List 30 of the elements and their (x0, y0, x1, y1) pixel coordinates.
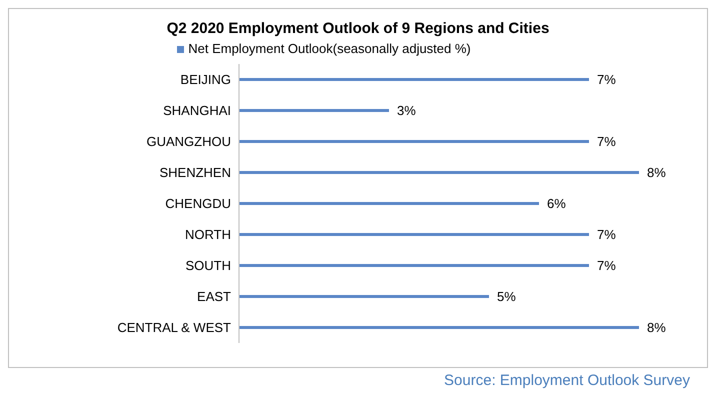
y-tick-label: SHENZHEN (159, 165, 231, 180)
bar (239, 202, 539, 206)
data-label: 7% (597, 134, 616, 150)
data-label: 7% (597, 72, 616, 88)
bar (239, 140, 589, 144)
data-label: 5% (497, 289, 516, 304)
bar (239, 232, 589, 236)
bar (239, 294, 489, 298)
bar (239, 264, 589, 268)
data-label: 8% (647, 320, 666, 336)
chart-title: Q2 2020 Employment Outlook of 9 Regions and Cities (166, 20, 550, 37)
y-tick-label: NORTH (185, 227, 231, 242)
y-tick-label: CHENGDU (165, 196, 231, 212)
bar (239, 108, 389, 112)
data-label: 3% (397, 103, 416, 118)
y-tick-label: SHANGHAI (163, 103, 231, 118)
bar (239, 78, 589, 82)
y-tick-label: GUANGZHOU (146, 134, 231, 150)
data-label: 8% (647, 165, 666, 180)
y-tick-label: EAST (197, 289, 232, 304)
data-label: 6% (547, 196, 566, 212)
legend-label: Net Employment Outlook(seasonally adjusted %) (188, 41, 471, 56)
y-tick-label: BEIJING (180, 72, 231, 88)
bar (239, 326, 639, 330)
data-label: 7% (597, 258, 616, 274)
y-tick-label: CENTRAL & WEST (117, 320, 232, 336)
y-tick-label: SOUTH (186, 258, 231, 274)
data-label: 7% (597, 227, 616, 242)
source-note: Source: Employment Outlook Survey (444, 372, 690, 389)
bar (239, 170, 639, 174)
